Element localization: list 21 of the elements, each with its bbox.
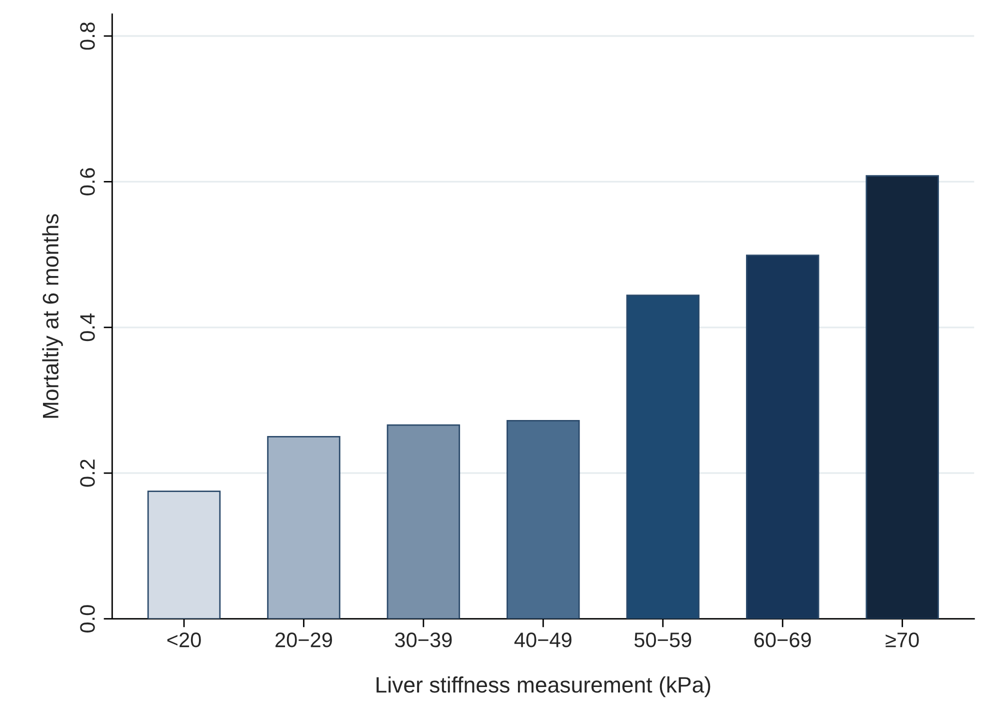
x-tick-label: 60−69 xyxy=(754,632,811,648)
y-tick-label: 0.2 xyxy=(80,460,95,487)
x-tick-label: 40−49 xyxy=(514,632,572,648)
y-tick-label: 0.8 xyxy=(80,22,95,50)
x-tick-label: 50−59 xyxy=(634,632,692,648)
y-axis-title: Mortaltiy at 6 months xyxy=(42,214,63,418)
x-tick-label: 30−39 xyxy=(394,632,452,648)
bar xyxy=(267,436,340,619)
bar xyxy=(147,490,221,619)
x-axis-title: Liver stiffness measurement (kPa) xyxy=(376,676,710,698)
bar xyxy=(866,175,939,619)
y-tick-label: 0.4 xyxy=(80,314,95,342)
x-tick-label: ≥70 xyxy=(886,632,919,648)
bar xyxy=(506,420,580,619)
x-tick-label: <20 xyxy=(167,632,201,648)
y-tick-label: 0.6 xyxy=(80,168,95,196)
x-tick-label: 20−29 xyxy=(276,632,332,648)
y-tick-label: 0.0 xyxy=(80,605,95,632)
bar xyxy=(746,254,820,619)
bar xyxy=(386,424,460,619)
bar xyxy=(626,294,700,619)
